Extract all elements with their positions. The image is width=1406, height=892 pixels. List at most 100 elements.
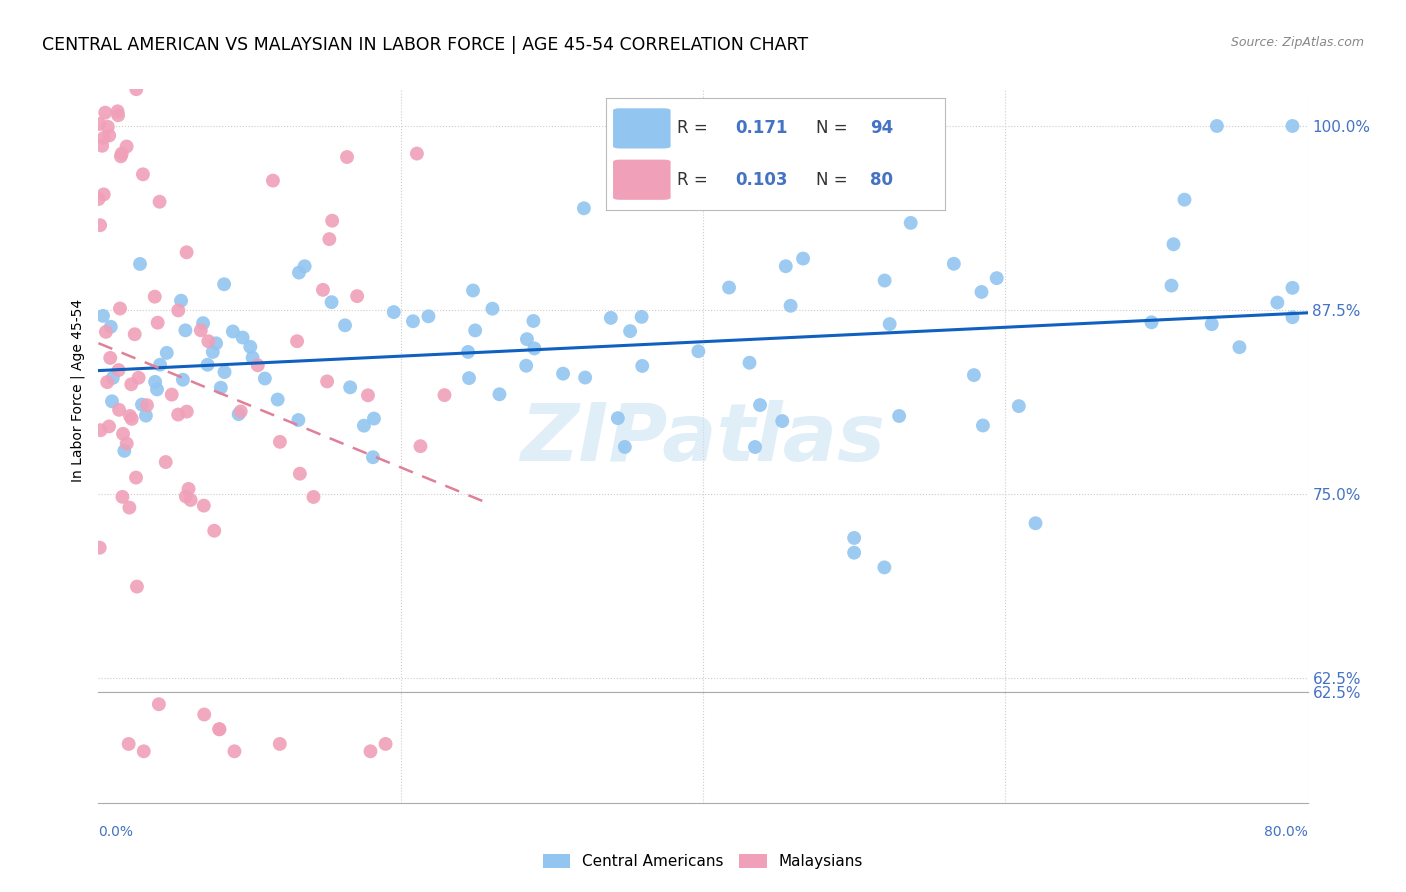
Point bbox=[121, 412, 143, 426]
Point bbox=[433, 388, 456, 402]
Point bbox=[132, 167, 155, 181]
Point bbox=[374, 737, 396, 751]
Point bbox=[986, 271, 1008, 285]
Point bbox=[572, 202, 595, 216]
Point bbox=[461, 284, 484, 298]
Point bbox=[972, 418, 994, 433]
Point bbox=[288, 266, 311, 280]
Point bbox=[361, 450, 384, 465]
Point bbox=[193, 499, 215, 513]
Point bbox=[212, 277, 235, 292]
Point bbox=[160, 387, 183, 401]
Point bbox=[125, 580, 148, 594]
Point bbox=[1163, 237, 1185, 252]
Point bbox=[128, 370, 150, 384]
Point bbox=[900, 216, 922, 230]
Point bbox=[382, 305, 405, 319]
Point bbox=[312, 283, 335, 297]
Point bbox=[744, 440, 766, 454]
Legend: Central Americans, Malaysians: Central Americans, Malaysians bbox=[537, 847, 869, 875]
Point bbox=[131, 398, 153, 412]
Point bbox=[333, 318, 356, 333]
Point bbox=[318, 232, 340, 246]
Point bbox=[91, 138, 114, 153]
Point bbox=[1281, 281, 1303, 295]
Point bbox=[110, 149, 132, 163]
Point bbox=[172, 373, 194, 387]
Point bbox=[1267, 295, 1289, 310]
Text: ZIPatlas: ZIPatlas bbox=[520, 401, 886, 478]
Point bbox=[464, 323, 486, 337]
Point bbox=[177, 482, 200, 496]
Point bbox=[98, 128, 121, 143]
Point bbox=[363, 411, 385, 425]
Text: Source: ZipAtlas.com: Source: ZipAtlas.com bbox=[1230, 36, 1364, 49]
Point bbox=[253, 371, 276, 385]
Point bbox=[779, 299, 801, 313]
Point bbox=[124, 327, 146, 342]
Text: 80.0%: 80.0% bbox=[1264, 825, 1308, 839]
Point bbox=[111, 490, 134, 504]
Point bbox=[285, 334, 308, 349]
Point bbox=[522, 314, 544, 328]
Point bbox=[98, 351, 121, 365]
Point bbox=[201, 345, 224, 359]
Point bbox=[208, 723, 231, 737]
Point bbox=[176, 245, 198, 260]
Point bbox=[551, 367, 574, 381]
Point bbox=[209, 381, 232, 395]
Point bbox=[889, 409, 911, 423]
Point bbox=[316, 375, 339, 389]
Point bbox=[96, 375, 118, 389]
Point bbox=[1281, 310, 1303, 325]
Point bbox=[224, 744, 246, 758]
Point bbox=[409, 439, 432, 453]
Point bbox=[266, 392, 288, 407]
Point bbox=[100, 319, 122, 334]
Point bbox=[125, 470, 148, 484]
Point bbox=[125, 82, 148, 96]
Point bbox=[630, 310, 652, 324]
Point bbox=[115, 139, 138, 153]
Point bbox=[180, 492, 202, 507]
Point bbox=[1201, 317, 1223, 331]
Point bbox=[970, 285, 993, 299]
Point bbox=[90, 423, 112, 437]
Point bbox=[1173, 193, 1195, 207]
Point bbox=[112, 426, 135, 441]
Point bbox=[89, 218, 111, 232]
Point bbox=[94, 105, 117, 120]
Point bbox=[143, 290, 166, 304]
Point bbox=[775, 259, 797, 273]
Point bbox=[613, 440, 636, 454]
Point bbox=[353, 418, 375, 433]
Point bbox=[879, 317, 901, 331]
Point bbox=[155, 455, 177, 469]
Point bbox=[205, 336, 228, 351]
Point bbox=[873, 560, 896, 574]
Point bbox=[406, 146, 429, 161]
Point bbox=[418, 310, 440, 324]
Point bbox=[111, 146, 134, 161]
Point bbox=[93, 187, 115, 202]
Point bbox=[942, 257, 965, 271]
Point bbox=[515, 359, 537, 373]
Point bbox=[336, 150, 359, 164]
Point bbox=[360, 744, 382, 758]
Text: CENTRAL AMERICAN VS MALAYSIAN IN LABOR FORCE | AGE 45-54 CORRELATION CHART: CENTRAL AMERICAN VS MALAYSIAN IN LABOR F… bbox=[42, 36, 808, 54]
Point bbox=[1008, 399, 1031, 413]
Point bbox=[136, 398, 159, 412]
Point bbox=[523, 342, 546, 356]
Point bbox=[108, 301, 131, 316]
Point bbox=[302, 490, 325, 504]
Point bbox=[457, 345, 479, 359]
Point bbox=[339, 380, 361, 394]
Point bbox=[239, 340, 262, 354]
Point bbox=[574, 370, 596, 384]
Point bbox=[118, 409, 141, 423]
Point bbox=[1281, 119, 1303, 133]
Point bbox=[402, 314, 425, 328]
Point bbox=[619, 324, 641, 338]
Point bbox=[738, 356, 761, 370]
Point bbox=[321, 213, 343, 227]
